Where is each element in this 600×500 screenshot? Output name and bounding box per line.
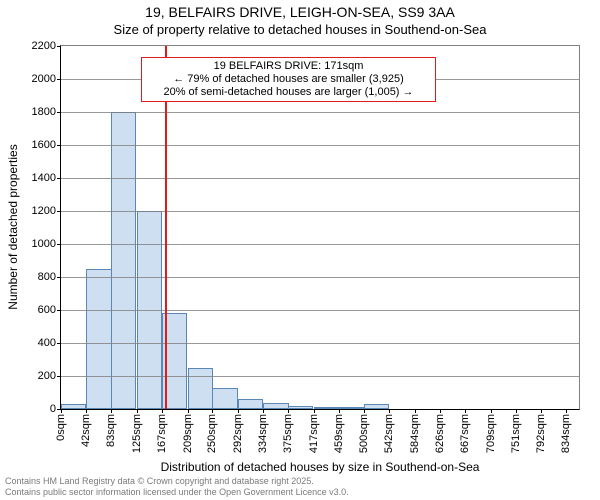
gridline-h bbox=[61, 145, 579, 146]
histogram-bar bbox=[238, 399, 263, 409]
y-tick-label: 1400 bbox=[32, 172, 56, 184]
y-tick-mark bbox=[57, 112, 61, 113]
y-tick-label: 1800 bbox=[32, 106, 56, 118]
x-tick-label: 83sqm bbox=[105, 409, 117, 447]
gridline-h bbox=[61, 178, 579, 179]
y-tick-mark bbox=[57, 211, 61, 212]
y-tick-label: 1600 bbox=[32, 139, 56, 151]
x-tick-label: 751sqm bbox=[510, 409, 522, 453]
x-tick-label: 459sqm bbox=[333, 409, 345, 453]
x-tick-label: 375sqm bbox=[282, 409, 294, 453]
y-tick-mark bbox=[57, 343, 61, 344]
x-tick-label: 417sqm bbox=[308, 409, 320, 453]
attribution-footer: Contains HM Land Registry data © Crown c… bbox=[5, 476, 349, 497]
y-axis-label: Number of detached properties bbox=[6, 144, 20, 309]
y-tick-label: 400 bbox=[38, 337, 56, 349]
annotation-line-2: ← 79% of detached houses are smaller (3,… bbox=[148, 73, 429, 86]
annotation-line-3: 20% of semi-detached houses are larger (… bbox=[148, 86, 429, 99]
chart-title-sub: Size of property relative to detached ho… bbox=[0, 22, 600, 37]
x-tick-label: 42sqm bbox=[80, 409, 92, 447]
y-tick-mark bbox=[57, 145, 61, 146]
histogram-bar bbox=[188, 368, 213, 409]
gridline-h bbox=[61, 112, 579, 113]
chart-container: 19, BELFAIRS DRIVE, LEIGH-ON-SEA, SS9 3A… bbox=[0, 0, 600, 500]
annotation-line-1: 19 BELFAIRS DRIVE: 171sqm bbox=[148, 60, 429, 73]
annotation-box: 19 BELFAIRS DRIVE: 171sqm← 79% of detach… bbox=[141, 57, 436, 103]
y-tick-mark bbox=[57, 79, 61, 80]
y-tick-label: 800 bbox=[38, 271, 56, 283]
histogram-bar bbox=[86, 269, 111, 409]
x-tick-label: 334sqm bbox=[257, 409, 269, 453]
x-tick-label: 709sqm bbox=[485, 409, 497, 453]
x-tick-label: 667sqm bbox=[459, 409, 471, 453]
histogram-bar bbox=[212, 388, 237, 409]
x-tick-label: 500sqm bbox=[358, 409, 370, 453]
x-tick-label: 792sqm bbox=[535, 409, 547, 453]
x-tick-label: 209sqm bbox=[182, 409, 194, 453]
y-tick-label: 2200 bbox=[32, 40, 56, 52]
y-tick-mark bbox=[57, 277, 61, 278]
x-tick-label: 542sqm bbox=[383, 409, 395, 453]
x-tick-label: 626sqm bbox=[434, 409, 446, 453]
x-tick-label: 250sqm bbox=[206, 409, 218, 453]
gridline-h bbox=[61, 277, 579, 278]
gridline-h bbox=[61, 376, 579, 377]
plot-area: 0200400600800100012001400160018002000220… bbox=[60, 45, 580, 410]
y-tick-mark bbox=[57, 376, 61, 377]
y-tick-mark bbox=[57, 46, 61, 47]
gridline-h bbox=[61, 244, 579, 245]
y-tick-mark bbox=[57, 244, 61, 245]
gridline-h bbox=[61, 310, 579, 311]
x-tick-label: 167sqm bbox=[156, 409, 168, 453]
chart-title-main: 19, BELFAIRS DRIVE, LEIGH-ON-SEA, SS9 3A… bbox=[0, 4, 600, 20]
x-tick-label: 292sqm bbox=[232, 409, 244, 453]
histogram-bar bbox=[111, 112, 136, 409]
y-tick-mark bbox=[57, 310, 61, 311]
x-tick-label: 834sqm bbox=[560, 409, 572, 453]
y-tick-label: 2000 bbox=[32, 73, 56, 85]
footer-line-1: Contains HM Land Registry data © Crown c… bbox=[5, 476, 349, 486]
x-tick-label: 125sqm bbox=[131, 409, 143, 453]
gridline-h bbox=[61, 343, 579, 344]
y-tick-label: 1000 bbox=[32, 238, 56, 250]
gridline-h bbox=[61, 211, 579, 212]
y-tick-label: 200 bbox=[38, 370, 56, 382]
y-tick-label: 1200 bbox=[32, 205, 56, 217]
y-tick-label: 600 bbox=[38, 304, 56, 316]
y-tick-mark bbox=[57, 178, 61, 179]
x-tick-label: 0sqm bbox=[55, 409, 67, 441]
x-tick-label: 584sqm bbox=[409, 409, 421, 453]
x-axis-label: Distribution of detached houses by size … bbox=[60, 460, 580, 474]
footer-line-2: Contains public sector information licen… bbox=[5, 487, 349, 497]
